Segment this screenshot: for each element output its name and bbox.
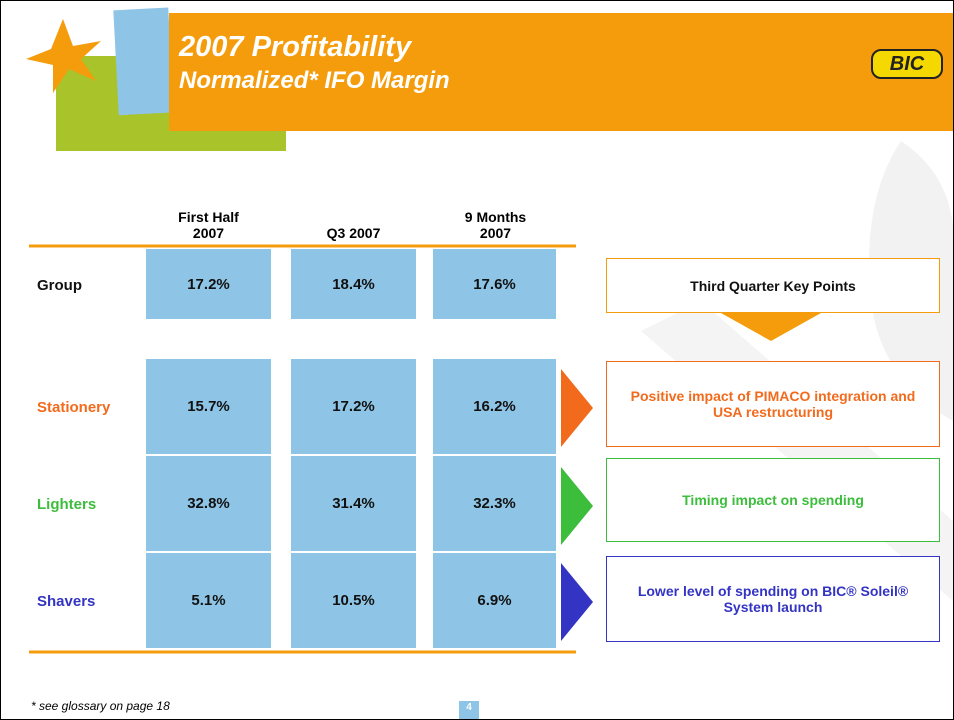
row-label: Group bbox=[37, 276, 82, 294]
value-cell: 18.4% bbox=[291, 249, 416, 319]
page-number: 4 bbox=[466, 702, 472, 713]
row-label: Shavers bbox=[37, 593, 96, 610]
column-header: Q3 2007 bbox=[326, 225, 381, 241]
column-header: First Half 2007 bbox=[178, 209, 239, 241]
key-point: Positive impact of PIMACO integration an… bbox=[606, 361, 940, 447]
logo: BIC bbox=[871, 49, 943, 79]
value-cell: 10.5% bbox=[291, 553, 416, 648]
footnote: * see glossary on page 18 bbox=[31, 699, 170, 713]
key-point: Lower level of spending on BIC® Soleil® … bbox=[606, 556, 940, 642]
value-cell: 32.8% bbox=[146, 456, 271, 551]
value-cell: 32.3% bbox=[433, 456, 556, 551]
key-point: Timing impact on spending bbox=[606, 458, 940, 542]
column-header: 9 Months 2007 bbox=[464, 209, 527, 241]
value-cell: 15.7% bbox=[146, 359, 271, 454]
row-label: Stationery bbox=[37, 399, 111, 416]
value-cell: 16.2% bbox=[433, 359, 556, 454]
value-cell: 17.6% bbox=[433, 249, 556, 319]
title: 2007 Profitability bbox=[179, 31, 412, 63]
subtitle: Normalized* IFO Margin bbox=[179, 67, 450, 94]
value-cell: 6.9% bbox=[433, 553, 556, 648]
key-points-title: Third Quarter Key Points bbox=[606, 258, 940, 313]
row-label: Lighters bbox=[37, 496, 97, 513]
value-cell: 31.4% bbox=[291, 456, 416, 551]
value-cell: 5.1% bbox=[146, 553, 271, 648]
value-cell: 17.2% bbox=[146, 249, 271, 319]
value-cell: 17.2% bbox=[291, 359, 416, 454]
